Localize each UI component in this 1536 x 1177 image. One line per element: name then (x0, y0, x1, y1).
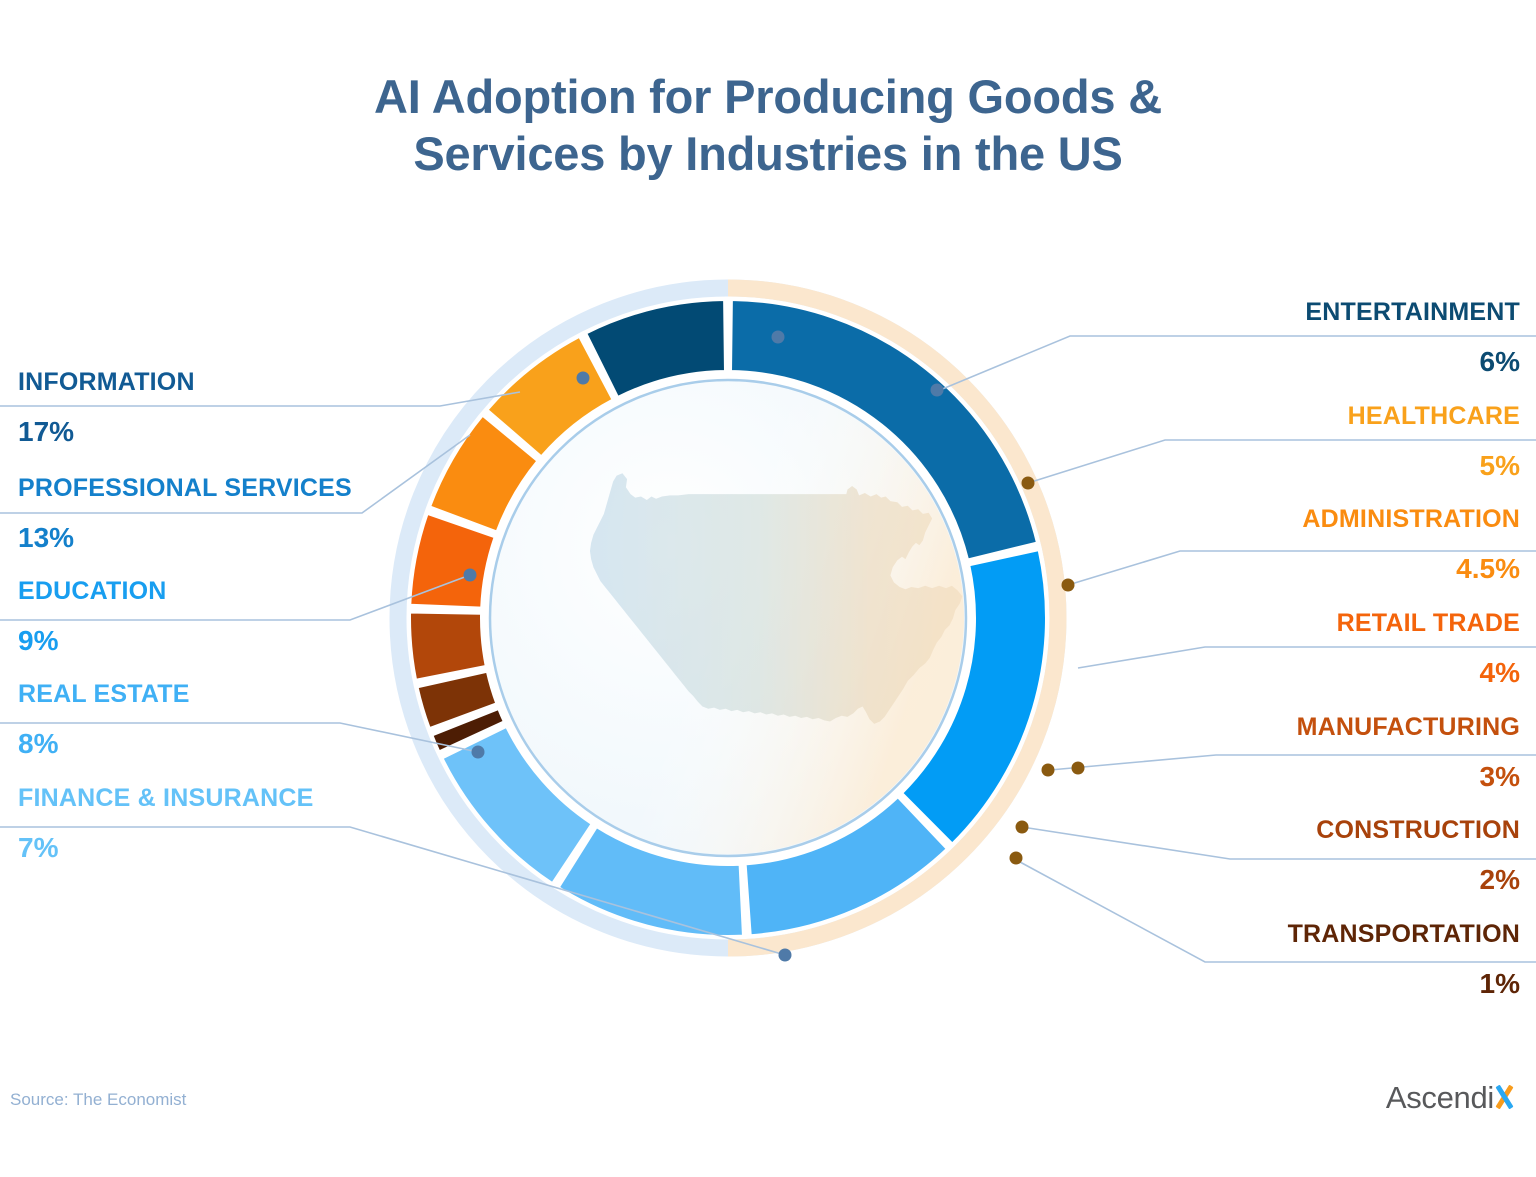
label-name: MANUFACTURING (1296, 713, 1520, 741)
donut-slice[interactable] (416, 670, 498, 730)
label-name: INFORMATION (18, 368, 195, 396)
us-map-silhouette (589, 473, 963, 724)
label-value: 17% (18, 416, 75, 447)
label-construction[interactable]: CONSTRUCTION 2% (1316, 818, 1520, 894)
label-value: 9% (18, 625, 59, 656)
label-finance-insurance[interactable]: FINANCE & INSURANCE 7% (18, 786, 313, 862)
donut-slice[interactable] (585, 299, 726, 398)
label-name: RETAIL TRADE (1336, 609, 1520, 637)
logo-wordmark: Ascendi (1385, 1080, 1494, 1115)
label-administration[interactable]: ADMINISTRATION 4.5% (1302, 507, 1520, 583)
label-name: HEALTHCARE (1347, 402, 1520, 430)
label-name: EDUCATION (18, 577, 167, 605)
label-name: ENTERTAINMENT (1305, 298, 1520, 326)
label-name: TRANSPORTATION (1287, 920, 1520, 948)
donut-slice[interactable] (486, 335, 614, 458)
donut-slice[interactable] (409, 611, 487, 681)
label-education[interactable]: EDUCATION 9% (18, 579, 167, 655)
label-healthcare[interactable]: HEALTHCARE 5% (1348, 404, 1520, 480)
donut-chart (378, 268, 1078, 968)
label-value: 4% (1479, 657, 1520, 688)
donut-slice[interactable] (409, 512, 496, 609)
label-value: 6% (1479, 346, 1520, 377)
label-value: 8% (18, 728, 59, 759)
label-value: 1% (1479, 968, 1520, 999)
label-professional-services[interactable]: PROFESSIONAL SERVICES 13% (18, 476, 352, 552)
ascendix-logo: Ascendi (1386, 1080, 1514, 1116)
label-name: PROFESSIONAL SERVICES (18, 474, 352, 502)
label-information[interactable]: INFORMATION 17% (18, 370, 195, 446)
label-value: 4.5% (1456, 553, 1520, 584)
label-name: FINANCE & INSURANCE (18, 784, 314, 812)
label-value: 5% (1479, 450, 1520, 481)
label-value: 3% (1479, 761, 1520, 792)
label-manufacturing[interactable]: MANUFACTURING 3% (1297, 715, 1520, 791)
label-value: 7% (18, 832, 59, 863)
donut-chart-svg (389, 279, 1067, 957)
label-real-estate[interactable]: REAL ESTATE 8% (18, 682, 190, 758)
logo-x-icon (1494, 1082, 1514, 1112)
label-name: CONSTRUCTION (1316, 816, 1520, 844)
donut-slice[interactable] (901, 549, 1047, 845)
label-entertainment[interactable]: ENTERTAINMENT 6% (1305, 300, 1520, 376)
label-value: 13% (18, 522, 75, 553)
label-name: ADMINISTRATION (1302, 505, 1520, 533)
label-name: REAL ESTATE (18, 680, 190, 708)
label-retail-trade[interactable]: RETAIL TRADE 4% (1337, 611, 1520, 687)
donut-slice[interactable] (730, 299, 1038, 561)
source-note: Source: The Economist (10, 1090, 187, 1109)
label-transportation[interactable]: TRANSPORTATION 1% (1288, 922, 1520, 998)
page-title: AI Adoption for Producing Goods & Servic… (374, 70, 1162, 181)
label-value: 2% (1479, 864, 1520, 895)
